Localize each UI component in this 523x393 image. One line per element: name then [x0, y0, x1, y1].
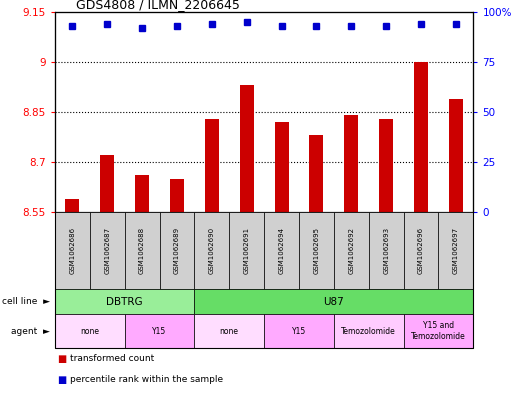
- Text: Y15: Y15: [152, 327, 167, 336]
- Text: Y15: Y15: [292, 327, 306, 336]
- Bar: [100, 155, 114, 212]
- Bar: [65, 199, 79, 212]
- Text: none: none: [220, 327, 238, 336]
- Text: U87: U87: [323, 297, 344, 307]
- Bar: [205, 119, 219, 212]
- Text: DBTRG: DBTRG: [106, 297, 143, 307]
- Text: GSM1062696: GSM1062696: [418, 227, 424, 274]
- Text: Temozolomide: Temozolomide: [342, 327, 396, 336]
- Text: Y15 and
Temozolomide: Y15 and Temozolomide: [411, 321, 466, 341]
- Text: GSM1062691: GSM1062691: [244, 227, 249, 274]
- Bar: [275, 122, 289, 212]
- Text: none: none: [81, 327, 99, 336]
- Text: ■: ■: [58, 354, 67, 364]
- Bar: [344, 115, 358, 212]
- Bar: [170, 179, 184, 212]
- Text: GSM1062690: GSM1062690: [209, 227, 215, 274]
- Text: cell line  ►: cell line ►: [2, 297, 50, 306]
- Text: GSM1062697: GSM1062697: [453, 227, 459, 274]
- Text: GSM1062688: GSM1062688: [139, 227, 145, 274]
- Text: GSM1062689: GSM1062689: [174, 227, 180, 274]
- Bar: [379, 119, 393, 212]
- Text: GSM1062693: GSM1062693: [383, 227, 389, 274]
- Text: percentile rank within the sample: percentile rank within the sample: [70, 375, 223, 384]
- Text: GSM1062687: GSM1062687: [104, 227, 110, 274]
- Text: GSM1062686: GSM1062686: [70, 227, 75, 274]
- Text: ■: ■: [58, 375, 67, 385]
- Bar: [135, 175, 149, 212]
- Bar: [414, 62, 428, 212]
- Bar: [240, 85, 254, 212]
- Text: agent  ►: agent ►: [11, 327, 50, 336]
- Bar: [310, 135, 323, 212]
- Text: GSM1062695: GSM1062695: [313, 227, 320, 274]
- Bar: [449, 99, 463, 212]
- Text: GDS4808 / ILMN_2206645: GDS4808 / ILMN_2206645: [76, 0, 240, 11]
- Text: GSM1062692: GSM1062692: [348, 227, 354, 274]
- Text: transformed count: transformed count: [70, 354, 154, 363]
- Text: GSM1062694: GSM1062694: [279, 227, 285, 274]
